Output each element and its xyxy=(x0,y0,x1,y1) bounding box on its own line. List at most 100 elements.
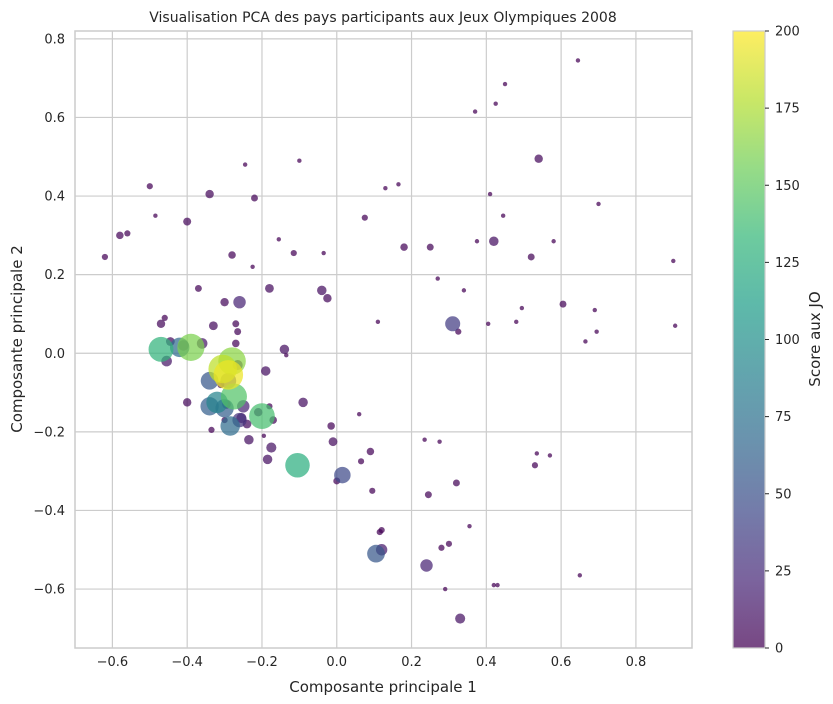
data-point xyxy=(328,437,338,447)
data-point xyxy=(367,544,385,563)
data-point xyxy=(321,250,326,256)
y-tick-label: −0.2 xyxy=(33,425,65,440)
data-point xyxy=(205,189,214,199)
x-tick-label: −0.2 xyxy=(246,655,278,670)
data-point xyxy=(228,251,236,259)
scatter-points xyxy=(101,58,678,624)
data-point xyxy=(583,339,588,344)
data-point xyxy=(177,333,205,361)
data-point xyxy=(244,434,254,445)
data-point xyxy=(400,243,408,251)
data-point xyxy=(455,613,466,624)
data-point xyxy=(124,230,131,237)
data-point xyxy=(334,466,351,484)
x-tick-label: 0.8 xyxy=(626,655,647,670)
data-point xyxy=(452,479,460,487)
data-point xyxy=(472,109,478,114)
data-point xyxy=(317,285,327,296)
data-point xyxy=(297,158,302,163)
grid-lines xyxy=(75,31,692,648)
data-point xyxy=(375,319,381,325)
data-point xyxy=(559,300,567,308)
data-point xyxy=(486,321,491,326)
data-point xyxy=(422,437,427,442)
axes: −0.6 −0.4 −0.2 0.0 0.2 0.4 0.6 0.8 −0.6 −0.4 −0.2 0… xyxy=(33,30,693,670)
colorbar-tick-label: 200 xyxy=(775,25,800,40)
data-point xyxy=(290,249,297,257)
data-point xyxy=(260,366,271,376)
data-point xyxy=(551,239,556,244)
data-point xyxy=(396,182,401,187)
y-tick-label: 0.2 xyxy=(44,268,65,283)
data-point xyxy=(183,217,192,226)
x-tick-label: −0.6 xyxy=(97,655,129,670)
data-point xyxy=(575,58,581,63)
colorbar-tick-label: 75 xyxy=(775,410,792,425)
data-point xyxy=(220,383,247,410)
plot-frame xyxy=(74,30,693,649)
data-point xyxy=(323,294,332,303)
data-point xyxy=(437,439,442,444)
x-tick-label: −0.4 xyxy=(171,655,203,670)
data-point xyxy=(208,426,215,433)
data-point xyxy=(491,582,497,588)
data-point xyxy=(161,314,168,321)
colorbar-tick-label: 100 xyxy=(775,333,800,348)
data-point xyxy=(265,284,274,293)
y-tick-label: −0.4 xyxy=(33,504,65,519)
data-point xyxy=(445,316,461,332)
y-tick-label: 0.6 xyxy=(44,111,65,126)
data-point xyxy=(220,416,240,436)
data-point xyxy=(426,243,434,251)
x-tick-label: 0.6 xyxy=(551,655,572,670)
data-point xyxy=(148,336,174,362)
data-point xyxy=(153,213,158,218)
data-point xyxy=(116,231,124,240)
x-tick-label: 0.2 xyxy=(401,655,422,670)
data-point xyxy=(262,454,273,465)
chart-title: Visualisation PCA des pays participants … xyxy=(149,10,616,26)
data-point xyxy=(261,433,267,438)
data-point xyxy=(514,319,519,325)
data-point xyxy=(424,491,432,499)
data-point xyxy=(500,213,506,218)
data-point xyxy=(527,253,535,261)
data-point xyxy=(266,442,277,453)
data-point xyxy=(445,540,453,547)
data-point xyxy=(366,447,375,456)
data-point xyxy=(369,487,376,494)
data-point xyxy=(232,320,240,328)
data-point xyxy=(356,411,362,417)
y-axis-label: Composante principale 2 xyxy=(8,245,26,433)
colorbar-tick-label: 125 xyxy=(775,256,800,271)
data-point xyxy=(467,523,472,529)
data-point xyxy=(285,452,310,478)
data-point xyxy=(489,236,499,247)
y-tick-label: 0.8 xyxy=(44,32,65,47)
data-point xyxy=(234,328,242,336)
data-point xyxy=(249,403,275,429)
data-point xyxy=(487,191,493,197)
data-point xyxy=(182,398,192,407)
data-point xyxy=(671,258,676,264)
y-tick-label: 0.0 xyxy=(44,347,65,362)
data-point xyxy=(443,586,448,592)
x-tick-label: 0.0 xyxy=(326,655,347,670)
data-point xyxy=(250,264,255,269)
data-point xyxy=(594,329,599,334)
data-point xyxy=(101,253,109,261)
data-point xyxy=(233,295,246,309)
data-point xyxy=(531,462,539,469)
data-point xyxy=(284,353,289,358)
data-point xyxy=(534,451,540,456)
data-point xyxy=(547,453,553,458)
data-point xyxy=(146,183,153,190)
data-point xyxy=(420,559,433,572)
data-point xyxy=(298,397,308,408)
data-point xyxy=(383,185,388,191)
x-tick-label: 0.4 xyxy=(476,655,497,670)
colorbar-tick-label: 25 xyxy=(775,564,792,579)
data-point xyxy=(279,344,290,355)
data-point xyxy=(242,162,248,167)
